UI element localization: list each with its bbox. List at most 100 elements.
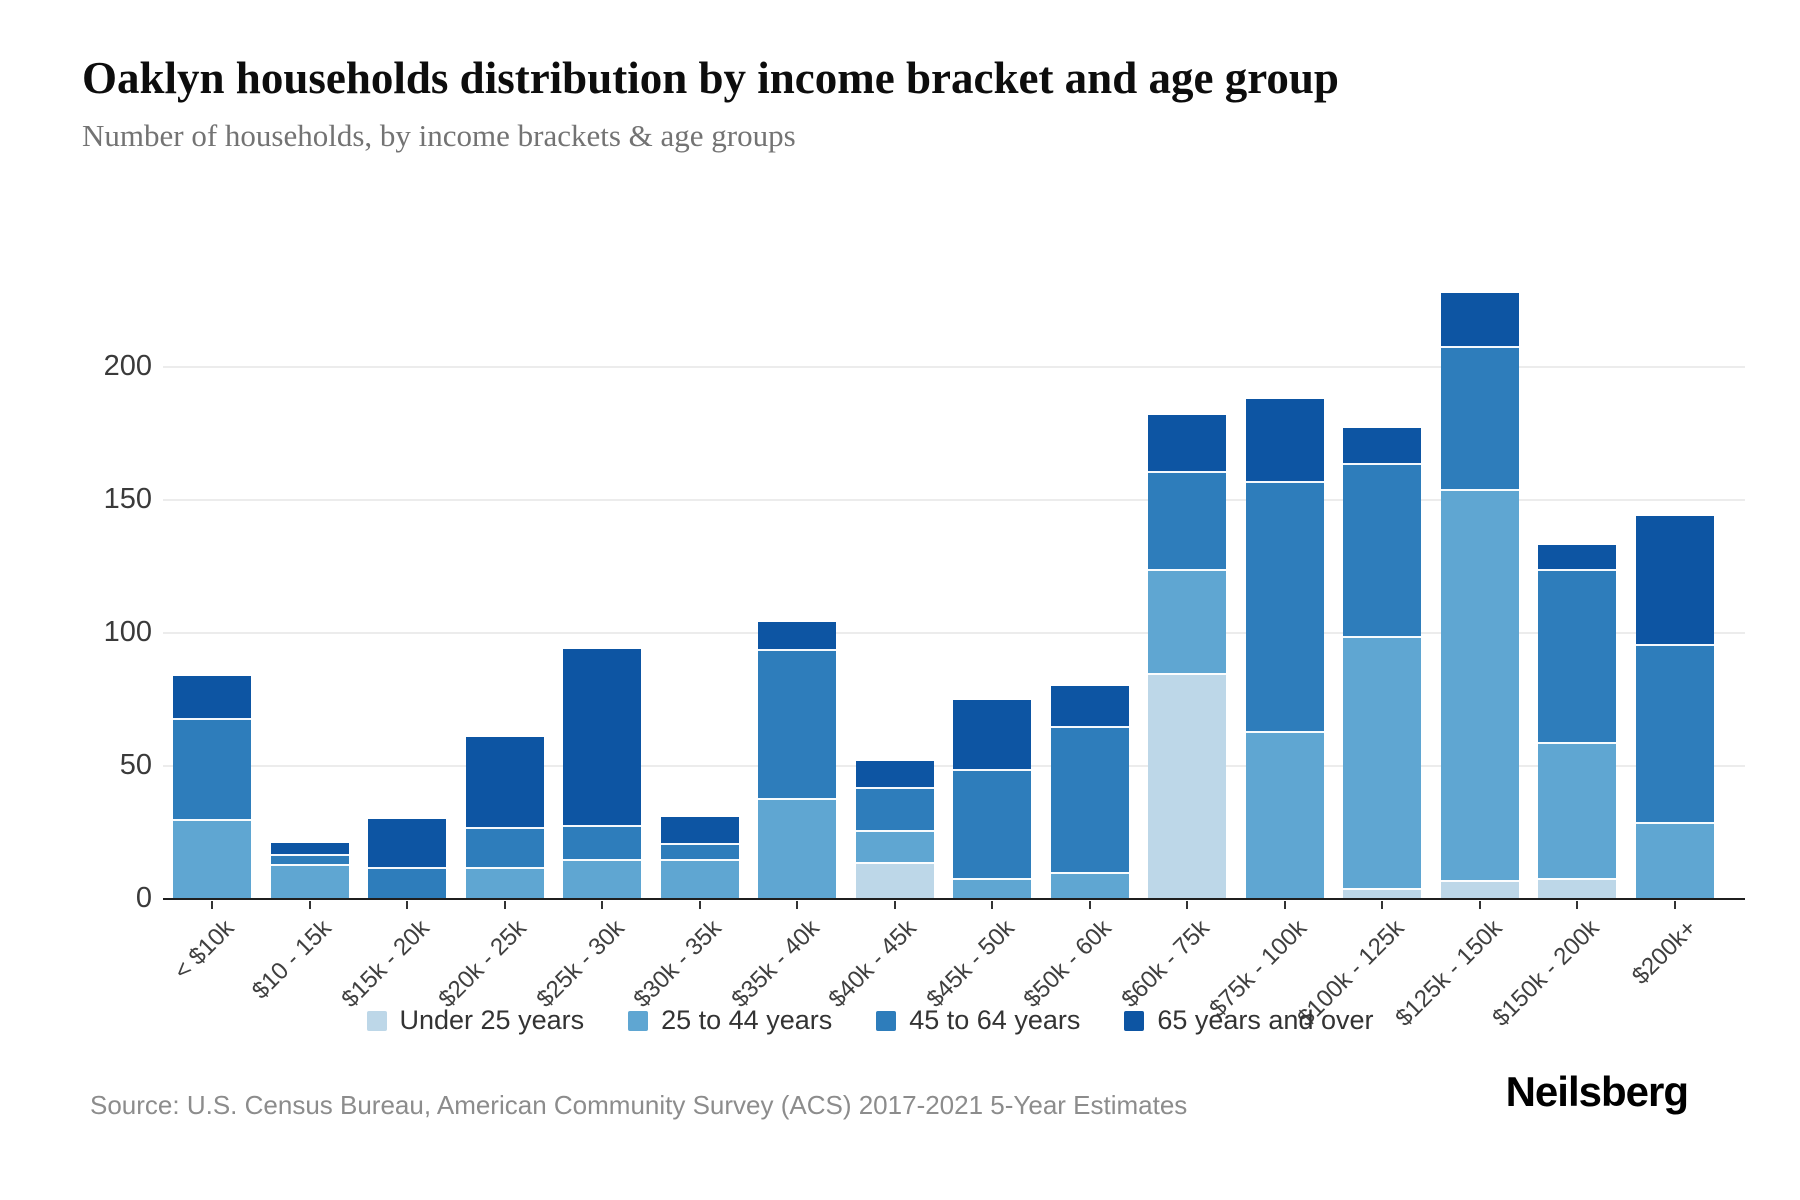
chart-title: Oaklyn households distribution by income…	[82, 53, 1339, 103]
x-axis-tick	[503, 901, 506, 909]
bar-segment[interactable]	[1635, 821, 1714, 899]
bar-segment[interactable]	[1343, 428, 1421, 463]
bar-segment[interactable]	[1245, 731, 1324, 899]
x-axis-tick	[1186, 901, 1188, 909]
bar-segment[interactable]	[173, 675, 251, 719]
bar-segment[interactable]	[855, 760, 934, 788]
bar-segment[interactable]	[660, 859, 739, 899]
bar-segment[interactable]	[855, 787, 934, 830]
bar-segment[interactable]	[953, 699, 1031, 769]
bar-segment[interactable]	[855, 861, 934, 899]
x-axis-tick-label: $200k+	[1626, 914, 1703, 990]
bar-segment[interactable]	[465, 867, 544, 899]
x-axis-line	[163, 898, 1745, 900]
x-axis-tick-label: $50k - 60k	[1018, 914, 1118, 1013]
chart-legend: Under 25 years 25 to 44 years 45 to 64 yea…	[0, 1005, 1740, 1036]
bar-segment[interactable]	[1538, 877, 1616, 899]
bar-segment[interactable]	[563, 859, 641, 899]
bar-segment[interactable]	[173, 819, 251, 899]
chart-subtitle: Number of households, by income brackets…	[82, 118, 796, 153]
y-axis-tick-label: 50	[119, 749, 152, 781]
bar-segment[interactable]	[1440, 292, 1519, 346]
bar-segment[interactable]	[1050, 686, 1129, 727]
bar-segment[interactable]	[1635, 515, 1714, 644]
bar-segment[interactable]	[1538, 742, 1616, 878]
bar-segment[interactable]	[563, 824, 641, 860]
x-axis-tick	[1088, 901, 1091, 909]
bar-segment[interactable]	[1148, 672, 1226, 899]
legend-item-2[interactable]: 45 to 64 years	[876, 1005, 1080, 1036]
bar-segment[interactable]	[270, 853, 349, 865]
bar-segment[interactable]	[1538, 545, 1616, 570]
x-axis-tick	[211, 901, 213, 909]
x-axis-tick-label: $45k - 50k	[921, 914, 1020, 1013]
x-axis-tick-label: $40k - 45k	[823, 914, 923, 1013]
legend-label: Under 25 years	[399, 1005, 585, 1035]
bar-segment[interactable]	[758, 622, 836, 649]
bar-segment[interactable]	[1245, 481, 1324, 732]
x-axis-tick	[1576, 901, 1578, 909]
x-axis-tick	[796, 901, 798, 909]
bar-segment[interactable]	[758, 648, 836, 798]
gridline-y-200	[163, 366, 1745, 368]
bar-segment[interactable]	[465, 736, 544, 828]
bar-segment[interactable]	[855, 829, 934, 862]
bar-segment[interactable]	[368, 819, 446, 868]
bar-segment[interactable]	[758, 797, 836, 899]
bar-segment[interactable]	[1148, 470, 1226, 570]
legend-item-0[interactable]: Under 25 years	[366, 1005, 585, 1036]
bar-segment[interactable]	[1440, 489, 1519, 881]
legend-swatch-icon	[876, 1010, 897, 1031]
x-axis-tick	[406, 901, 408, 909]
x-axis-tick	[308, 901, 311, 909]
legend-swatch-icon	[1124, 1010, 1145, 1031]
legend-item-3[interactable]: 65 years and over	[1124, 1005, 1374, 1036]
x-axis-tick-label: $15k - 20k	[336, 914, 435, 1013]
bar-segment[interactable]	[563, 648, 641, 825]
bar-segment[interactable]	[1440, 880, 1519, 899]
gridline-y-150	[163, 499, 1745, 501]
x-axis-tick	[601, 901, 603, 909]
legend-swatch-icon	[628, 1010, 649, 1031]
gridline-y-100	[163, 632, 1745, 634]
bar-segment[interactable]	[1343, 635, 1421, 889]
legend-swatch-icon	[366, 1010, 387, 1031]
x-axis-tick	[1381, 901, 1383, 909]
y-axis-tick-label: 100	[103, 616, 152, 648]
bar-segment[interactable]	[1538, 569, 1616, 743]
legend-label: 25 to 44 years	[661, 1005, 833, 1035]
y-axis-tick-label: 150	[103, 483, 152, 515]
legend-item-1[interactable]: 25 to 44 years	[628, 1005, 832, 1036]
bar-segment[interactable]	[1148, 569, 1226, 673]
neilsberg-logo: Neilsberg	[1505, 1068, 1689, 1115]
x-axis-tick	[1478, 901, 1481, 909]
bar-segment[interactable]	[173, 718, 251, 820]
x-axis-tick-label: $25k - 30k	[531, 914, 630, 1013]
bar-segment[interactable]	[465, 827, 544, 868]
bar-segment[interactable]	[1245, 398, 1324, 482]
x-axis-tick	[1283, 901, 1286, 909]
bar-segment[interactable]	[270, 843, 349, 854]
bar-segment[interactable]	[1050, 726, 1129, 873]
bar-segment[interactable]	[1343, 888, 1421, 899]
x-axis-tick-label: < $10k	[169, 914, 240, 986]
x-axis-tick	[991, 901, 993, 909]
x-axis-tick-label: $20k - 25k	[433, 914, 533, 1013]
bar-segment[interactable]	[270, 864, 349, 899]
bar-segment[interactable]	[368, 867, 446, 899]
legend-label: 45 to 64 years	[909, 1005, 1081, 1035]
x-axis-tick-label: $30k - 35k	[628, 914, 728, 1013]
bar-segment[interactable]	[660, 816, 739, 844]
y-axis-tick-label: 200	[103, 350, 152, 382]
bar-segment[interactable]	[1343, 462, 1421, 636]
bar-segment[interactable]	[953, 877, 1031, 899]
bar-segment[interactable]	[1148, 414, 1226, 471]
bar-segment[interactable]	[953, 768, 1031, 878]
bar-segment[interactable]	[1050, 872, 1129, 899]
bar-segment[interactable]	[1635, 643, 1714, 822]
bar-segment[interactable]	[660, 843, 739, 860]
x-axis-tick-label: $35k - 40k	[726, 914, 825, 1013]
source-attribution: Source: U.S. Census Bureau, American Com…	[90, 1090, 1188, 1120]
bar-segment[interactable]	[1440, 345, 1519, 490]
